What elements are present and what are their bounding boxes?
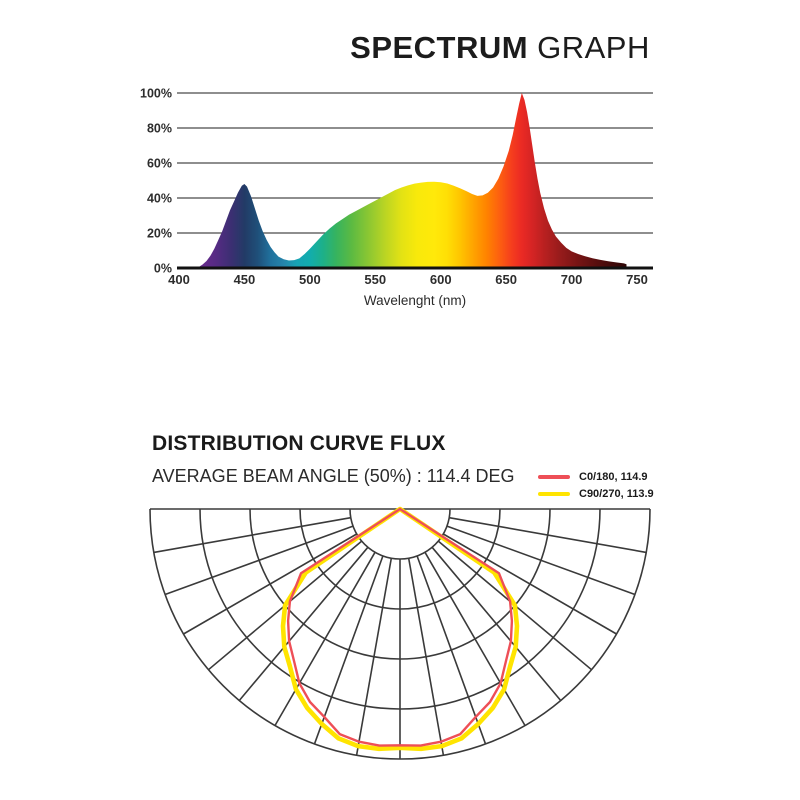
legend-swatch-red-icon	[538, 474, 570, 479]
page-title-bold: SPECTRUM	[350, 30, 529, 65]
legend-label-c0-180: C0/180, 114.9	[579, 470, 648, 483]
svg-text:400: 400	[168, 272, 190, 287]
page-title: SPECTRUM GRAPH	[200, 30, 800, 66]
distribution-title: DISTRIBUTION CURVE FLUX	[152, 432, 446, 455]
page-title-light: GRAPH	[537, 30, 650, 65]
svg-text:0%: 0%	[154, 262, 172, 276]
svg-text:600: 600	[430, 272, 452, 287]
spectrum-chart-svg: 0% 20% 40% 60% 80% 100% 400 450 500 550 600 650 700 7…	[140, 87, 653, 308]
legend-label-c90-270: C90/270, 113.9	[579, 487, 654, 500]
legend-swatch-yellow-icon	[538, 491, 570, 496]
svg-text:80%: 80%	[147, 122, 172, 136]
svg-text:Wavelenght (nm): Wavelenght (nm)	[364, 293, 466, 308]
svg-text:450: 450	[234, 272, 256, 287]
svg-text:650: 650	[495, 272, 517, 287]
distribution-subtitle: AVERAGE BEAM ANGLE (50%) : 114.4 DEG	[152, 466, 515, 486]
svg-text:500: 500	[299, 272, 321, 287]
distribution-polar-chart	[140, 495, 660, 775]
spectrum-chart: 0% 20% 40% 60% 80% 100% 400 450 500 550 600 650 700 7…	[140, 78, 670, 318]
svg-text:550: 550	[364, 272, 386, 287]
svg-text:100%: 100%	[140, 87, 172, 101]
svg-text:750: 750	[626, 272, 648, 287]
legend-item-c90-270: C90/270, 113.9	[538, 485, 688, 502]
svg-text:40%: 40%	[147, 192, 172, 206]
svg-text:60%: 60%	[147, 157, 172, 171]
legend-item-c0-180: C0/180, 114.9	[538, 468, 688, 485]
svg-text:20%: 20%	[147, 227, 172, 241]
distribution-legend: C0/180, 114.9 C90/270, 113.9	[538, 468, 688, 502]
svg-text:700: 700	[561, 272, 583, 287]
distribution-polar-svg	[149, 506, 651, 760]
